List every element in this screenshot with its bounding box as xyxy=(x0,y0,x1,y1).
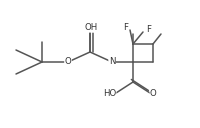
Text: F: F xyxy=(145,25,150,35)
Text: O: O xyxy=(149,88,156,98)
Text: O: O xyxy=(64,57,71,67)
Text: OH: OH xyxy=(84,23,97,32)
Text: N: N xyxy=(108,57,115,67)
Text: HO: HO xyxy=(102,88,115,98)
Text: F: F xyxy=(145,25,150,35)
Text: F: F xyxy=(122,23,127,31)
Text: OH: OH xyxy=(84,23,97,32)
Text: O: O xyxy=(64,57,71,67)
Text: F: F xyxy=(122,23,127,31)
Text: N: N xyxy=(108,57,115,67)
Text: HO: HO xyxy=(102,88,115,98)
Text: O: O xyxy=(149,88,156,98)
